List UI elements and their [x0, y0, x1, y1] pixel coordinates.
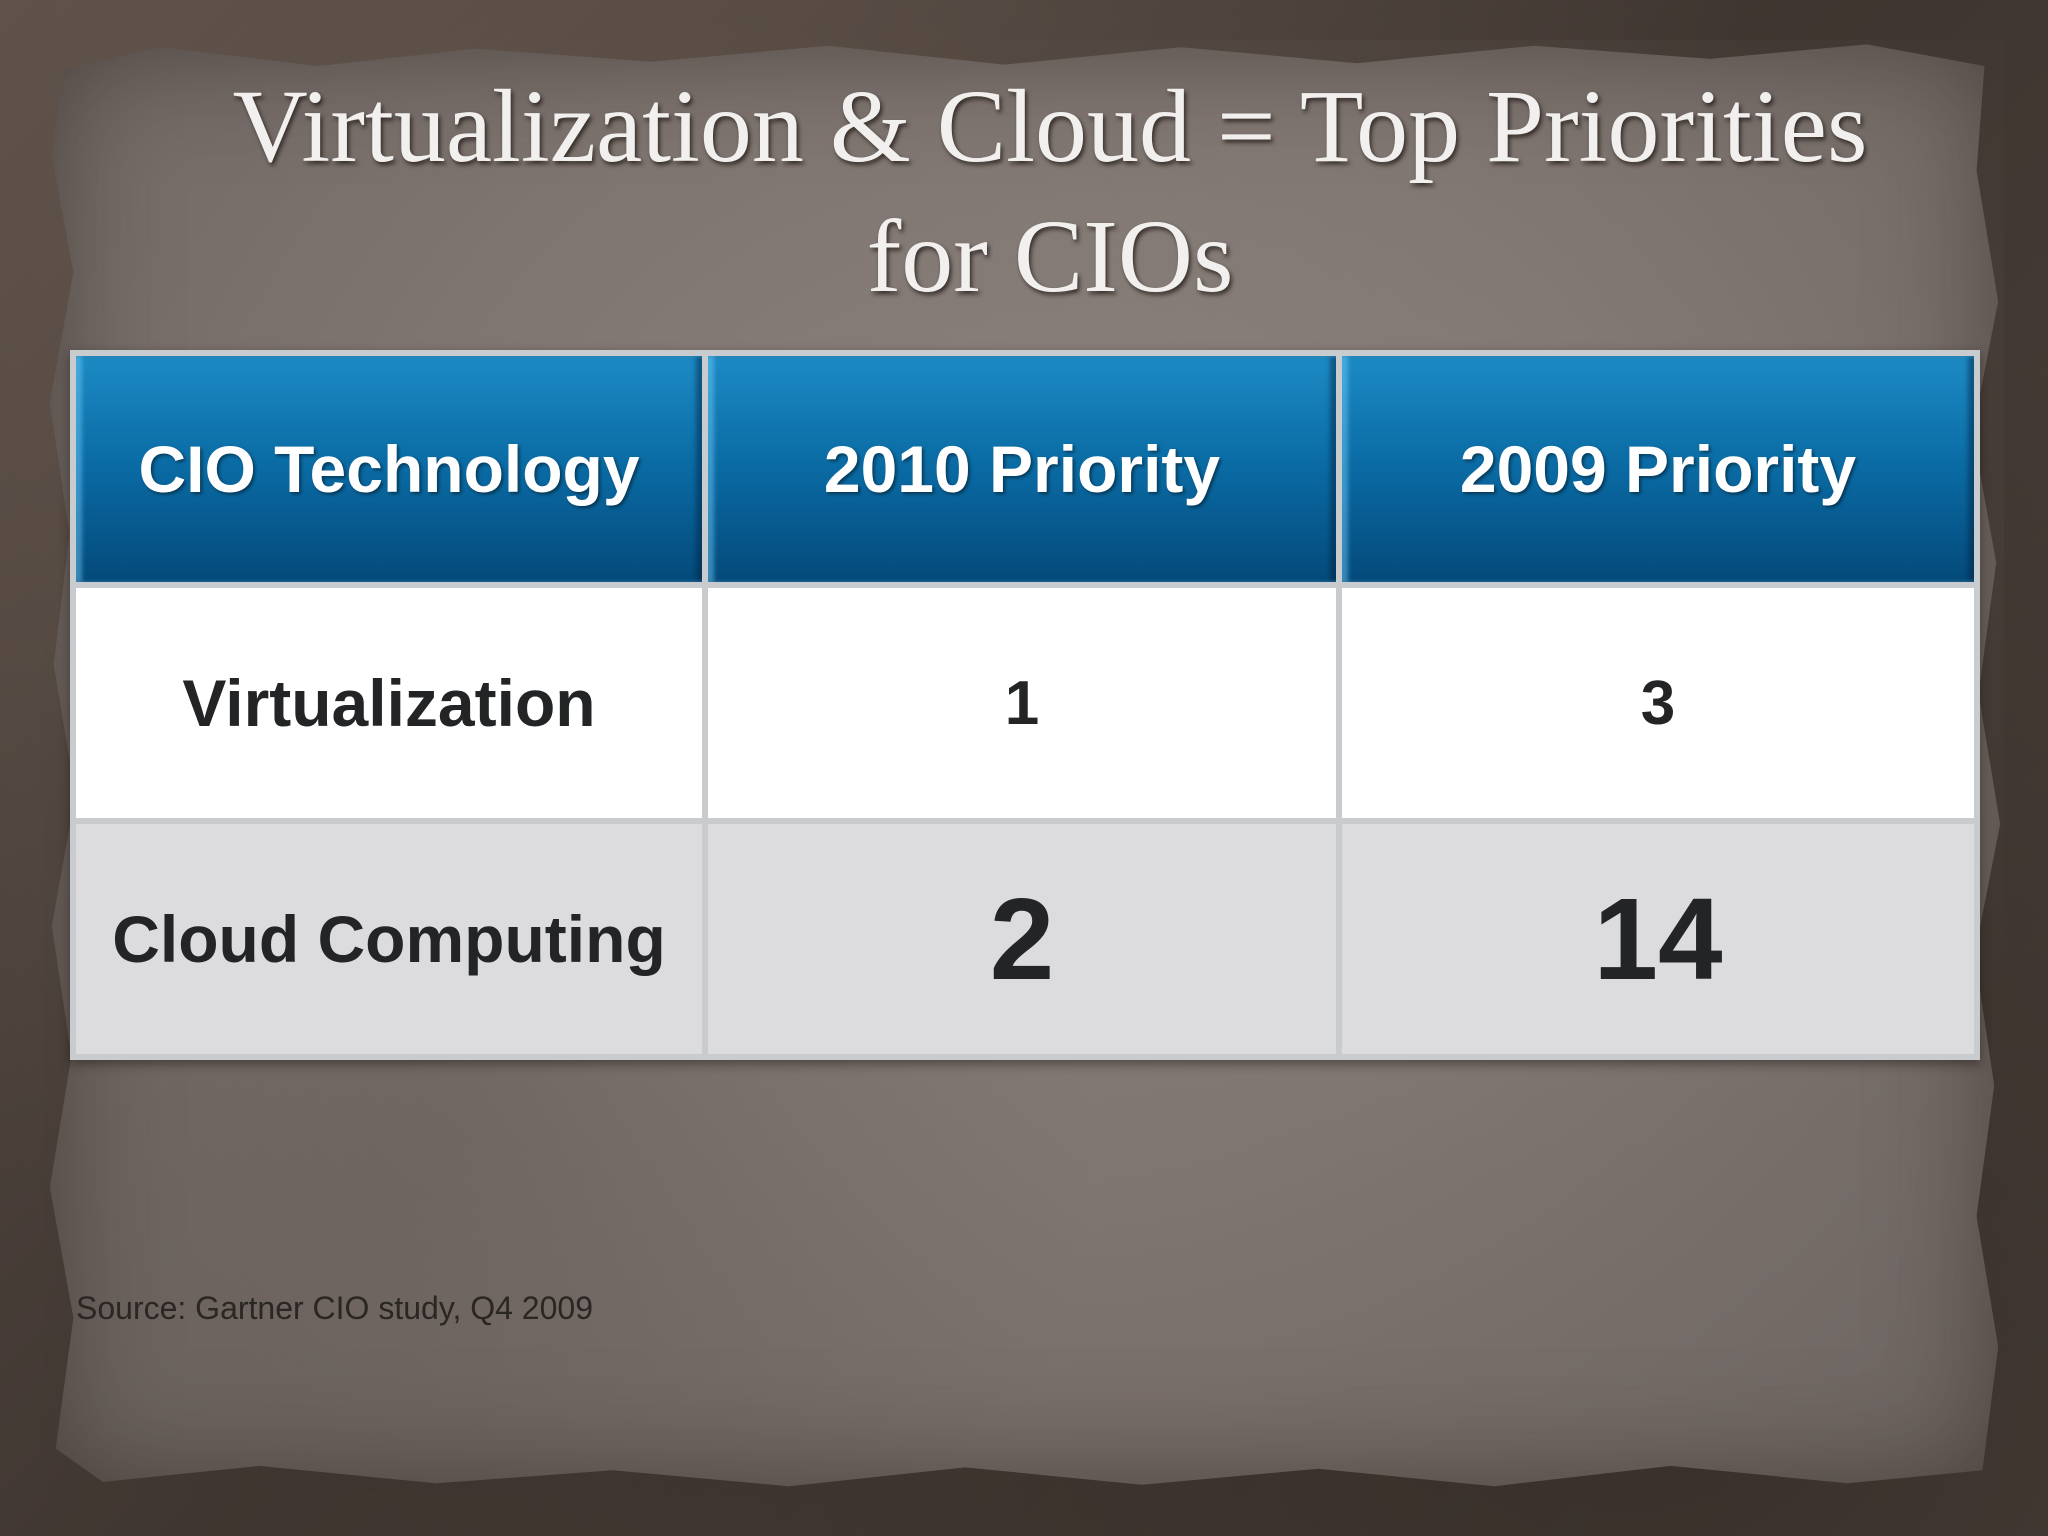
- title-line-2: for CIOs: [866, 199, 1234, 314]
- header-2010-priority: 2010 Priority: [708, 356, 1336, 582]
- row-virtualization-2009: 3: [1342, 588, 1974, 818]
- row-cloud-computing-2009: 14: [1342, 824, 1974, 1054]
- slide-title: Virtualization & Cloud = Top Priorities …: [120, 62, 1980, 322]
- row-cloud-computing-2010: 2: [708, 824, 1336, 1054]
- header-cio-technology: CIO Technology: [76, 356, 702, 582]
- title-line-1: Virtualization & Cloud = Top Priorities: [232, 69, 1868, 184]
- source-citation: Source: Gartner CIO study, Q4 2009: [76, 1290, 593, 1326]
- priority-table: CIO Technology 2010 Priority 2009 Priori…: [70, 350, 1980, 1060]
- row-virtualization-label: Virtualization: [76, 588, 702, 818]
- header-2009-priority: 2009 Priority: [1342, 356, 1974, 582]
- row-virtualization-2010: 1: [708, 588, 1336, 818]
- row-cloud-computing-label: Cloud Computing: [76, 824, 702, 1054]
